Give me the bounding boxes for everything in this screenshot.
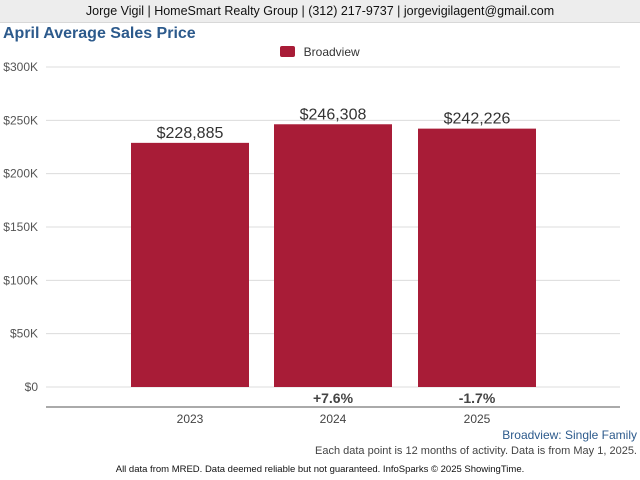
y-tick-label: $300K xyxy=(3,60,38,74)
chart-x-tick-labels: 2023 2024 2025 xyxy=(177,412,491,426)
bar xyxy=(274,124,392,387)
chart-bars xyxy=(131,124,536,387)
bar xyxy=(131,142,249,387)
footer-disclaimer: All data from MRED. Data deemed reliable… xyxy=(115,464,525,475)
change-label: -1.7% xyxy=(459,390,496,406)
change-label: +7.6% xyxy=(313,390,354,406)
chart-subtitle: Broadview: Single Family xyxy=(502,428,637,442)
chart-legend[interactable]: Broadview xyxy=(0,45,640,59)
chart-value-labels: $228,885 $246,308 $242,226 xyxy=(157,106,511,142)
y-tick-label: $200K xyxy=(3,167,38,181)
chart-y-tick-labels: $0 $50K $100K $150K $200K $250K $300K xyxy=(3,60,38,394)
y-tick-label: $50K xyxy=(10,327,38,341)
bar-value-label: $242,226 xyxy=(444,111,511,128)
y-tick-label: $250K xyxy=(3,113,38,127)
legend-swatch xyxy=(280,46,296,57)
data-note: Each data point is 12 months of activity… xyxy=(314,445,637,457)
bar xyxy=(418,128,536,387)
x-tick-label: 2025 xyxy=(464,412,491,426)
x-tick-label: 2024 xyxy=(320,412,347,426)
header-contact-text: Jorge Vigil | HomeSmart Realty Group | (… xyxy=(85,4,555,18)
bar-chart: $0 $50K $100K $150K $200K $250K $300K $228,885… xyxy=(3,60,620,426)
y-tick-label: $100K xyxy=(3,273,38,287)
chart-change-labels: +7.6% -1.7% xyxy=(313,390,496,406)
header-contact-bar: Jorge Vigil | HomeSmart Realty Group | (… xyxy=(0,0,640,23)
y-tick-label: $150K xyxy=(3,220,38,234)
bar-value-label: $246,308 xyxy=(300,106,367,123)
x-tick-label: 2023 xyxy=(177,412,204,426)
chart-title: April Average Sales Price xyxy=(3,25,196,42)
bar-value-label: $228,885 xyxy=(157,125,224,142)
y-tick-label: $0 xyxy=(25,380,39,394)
legend-label: Broadview xyxy=(303,45,360,59)
